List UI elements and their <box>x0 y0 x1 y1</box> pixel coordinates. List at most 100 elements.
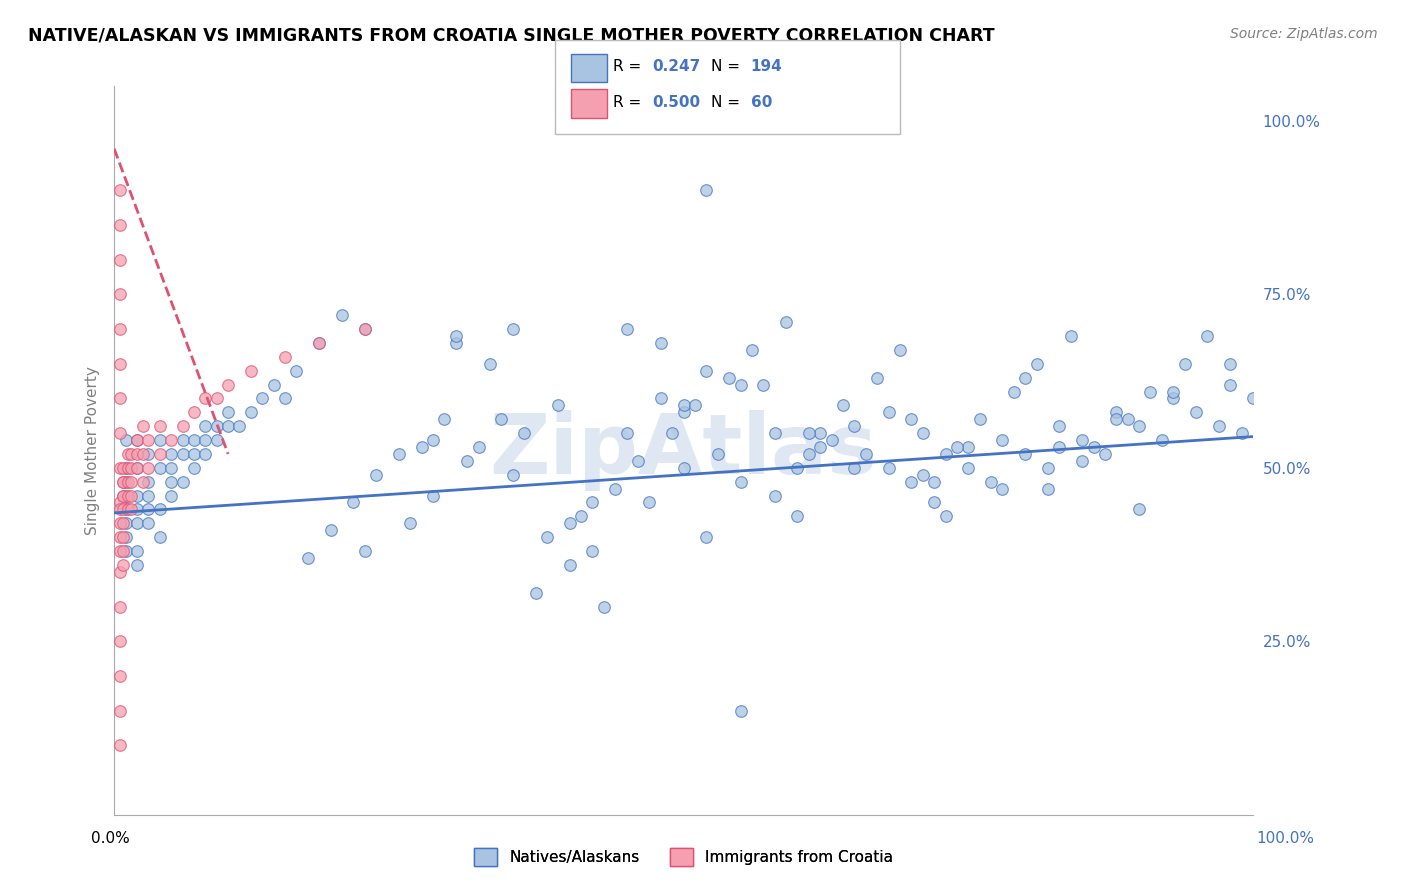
Point <box>695 530 717 544</box>
Point <box>108 252 131 267</box>
Point <box>138 516 160 531</box>
Point <box>108 634 131 648</box>
Point <box>1185 405 1208 419</box>
Point <box>108 426 131 441</box>
Point <box>763 426 786 441</box>
Point <box>900 475 922 489</box>
Point <box>125 460 148 475</box>
Point <box>1083 440 1105 454</box>
Point <box>112 475 135 489</box>
Point <box>125 447 148 461</box>
Point <box>1036 460 1059 475</box>
Point <box>934 509 956 524</box>
Point <box>114 516 136 531</box>
Point <box>274 392 297 406</box>
Point <box>183 405 205 419</box>
Point <box>786 509 808 524</box>
Point <box>125 489 148 503</box>
Point <box>855 447 877 461</box>
Point <box>1116 412 1139 426</box>
Point <box>605 482 627 496</box>
Point <box>217 405 239 419</box>
Point <box>900 412 922 426</box>
Point <box>877 460 900 475</box>
Point <box>114 502 136 516</box>
Point <box>616 426 638 441</box>
Point <box>911 426 934 441</box>
Point <box>108 218 131 232</box>
Point <box>661 426 683 441</box>
Point <box>112 558 135 572</box>
Point <box>228 419 250 434</box>
Point <box>1105 412 1128 426</box>
Point <box>131 419 153 434</box>
Point <box>138 502 160 516</box>
Point <box>752 377 775 392</box>
Point <box>536 530 558 544</box>
Text: 0.247: 0.247 <box>652 59 700 73</box>
Point <box>114 433 136 447</box>
Point <box>138 475 160 489</box>
Point <box>160 447 183 461</box>
Point <box>502 322 524 336</box>
Point <box>1161 392 1184 406</box>
Point <box>108 516 131 531</box>
Point <box>114 489 136 503</box>
Point <box>117 475 139 489</box>
Text: Source: ZipAtlas.com: Source: ZipAtlas.com <box>1230 27 1378 41</box>
Point <box>524 585 547 599</box>
Point <box>844 460 866 475</box>
Point <box>353 544 375 558</box>
Point <box>112 460 135 475</box>
Point <box>957 440 980 454</box>
Point <box>194 433 217 447</box>
Text: 60: 60 <box>751 95 772 110</box>
Point <box>1208 419 1230 434</box>
Text: NATIVE/ALASKAN VS IMMIGRANTS FROM CROATIA SINGLE MOTHER POVERTY CORRELATION CHAR: NATIVE/ALASKAN VS IMMIGRANTS FROM CROATI… <box>28 27 995 45</box>
Point <box>1128 502 1150 516</box>
Point <box>1197 329 1219 343</box>
Point <box>353 322 375 336</box>
Point <box>1025 357 1047 371</box>
Point <box>138 447 160 461</box>
Point <box>1230 426 1253 441</box>
Point <box>820 433 842 447</box>
Point <box>775 315 797 329</box>
Point <box>285 364 308 378</box>
Point <box>108 599 131 614</box>
Point <box>297 551 319 566</box>
Point <box>108 183 131 197</box>
Point <box>730 475 752 489</box>
Point <box>205 433 228 447</box>
Point <box>638 495 661 509</box>
Point <box>513 426 536 441</box>
Point <box>172 447 194 461</box>
Point <box>1071 433 1094 447</box>
Point <box>131 447 153 461</box>
Point <box>832 398 855 412</box>
Point <box>1071 454 1094 468</box>
Point <box>114 460 136 475</box>
Point <box>149 502 172 516</box>
Point <box>138 433 160 447</box>
Point <box>108 530 131 544</box>
Point <box>444 329 467 343</box>
Point <box>797 447 820 461</box>
Point <box>125 433 148 447</box>
Point <box>422 433 444 447</box>
Point <box>547 398 569 412</box>
Point <box>808 426 831 441</box>
Point <box>502 467 524 482</box>
Point <box>388 447 411 461</box>
Point <box>1047 440 1070 454</box>
Point <box>239 405 262 419</box>
Point <box>627 454 650 468</box>
Text: 100.0%: 100.0% <box>1257 831 1315 846</box>
Point <box>672 405 695 419</box>
Point <box>117 460 139 475</box>
Point <box>120 447 142 461</box>
Point <box>866 370 889 384</box>
Point <box>114 475 136 489</box>
Point <box>183 433 205 447</box>
Point <box>120 489 142 503</box>
